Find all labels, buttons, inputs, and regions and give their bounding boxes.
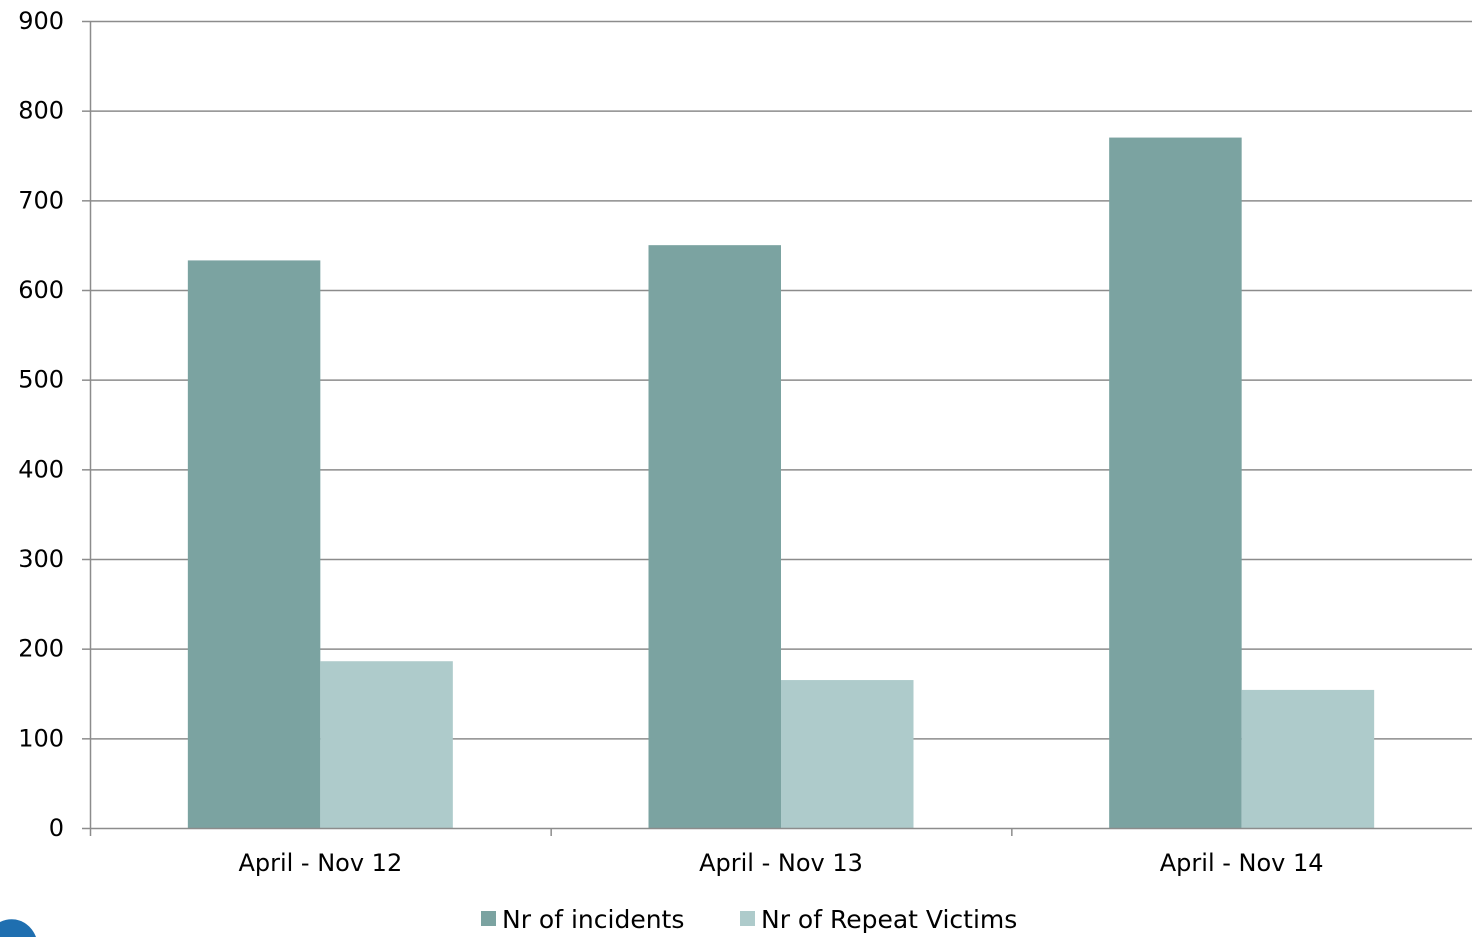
y-tick-label: 400 [18, 455, 64, 483]
bars [187, 137, 1375, 829]
legend-swatch [740, 911, 755, 926]
y-tick-label: 500 [18, 366, 64, 394]
x-tick-label: April - Nov 14 [1160, 849, 1324, 877]
x-tick-label: April - Nov 13 [699, 849, 863, 877]
x-tick-label: April - Nov 12 [238, 849, 402, 877]
y-tick-labels: 0 100 200 300 400 500 600 700 800 900 [18, 7, 64, 842]
bar [320, 661, 453, 828]
y-tick-label: 800 [18, 97, 64, 125]
legend: Nr of incidents Nr of Repeat Victims [481, 905, 1017, 934]
legend-swatch [481, 911, 496, 926]
legend-label: Nr of Repeat Victims [761, 905, 1017, 934]
y-tick-label: 100 [18, 724, 64, 752]
y-tick-label: 0 [49, 814, 64, 842]
y-tick-label: 300 [18, 545, 64, 573]
logo-fragment-icon [0, 919, 36, 937]
bar [1241, 689, 1375, 828]
bar [648, 245, 781, 828]
y-tick-label: 600 [18, 276, 64, 304]
y-tick-label: 900 [18, 7, 64, 35]
bar [1109, 137, 1242, 829]
x-tick-labels: April - Nov 12 April - Nov 13 April - Nov … [238, 849, 1323, 877]
axes [82, 20, 1472, 836]
bar [781, 680, 914, 828]
y-tick-label: 700 [18, 186, 64, 214]
y-tick-label: 200 [18, 635, 64, 663]
legend-label: Nr of incidents [502, 905, 684, 934]
bar [187, 260, 321, 828]
